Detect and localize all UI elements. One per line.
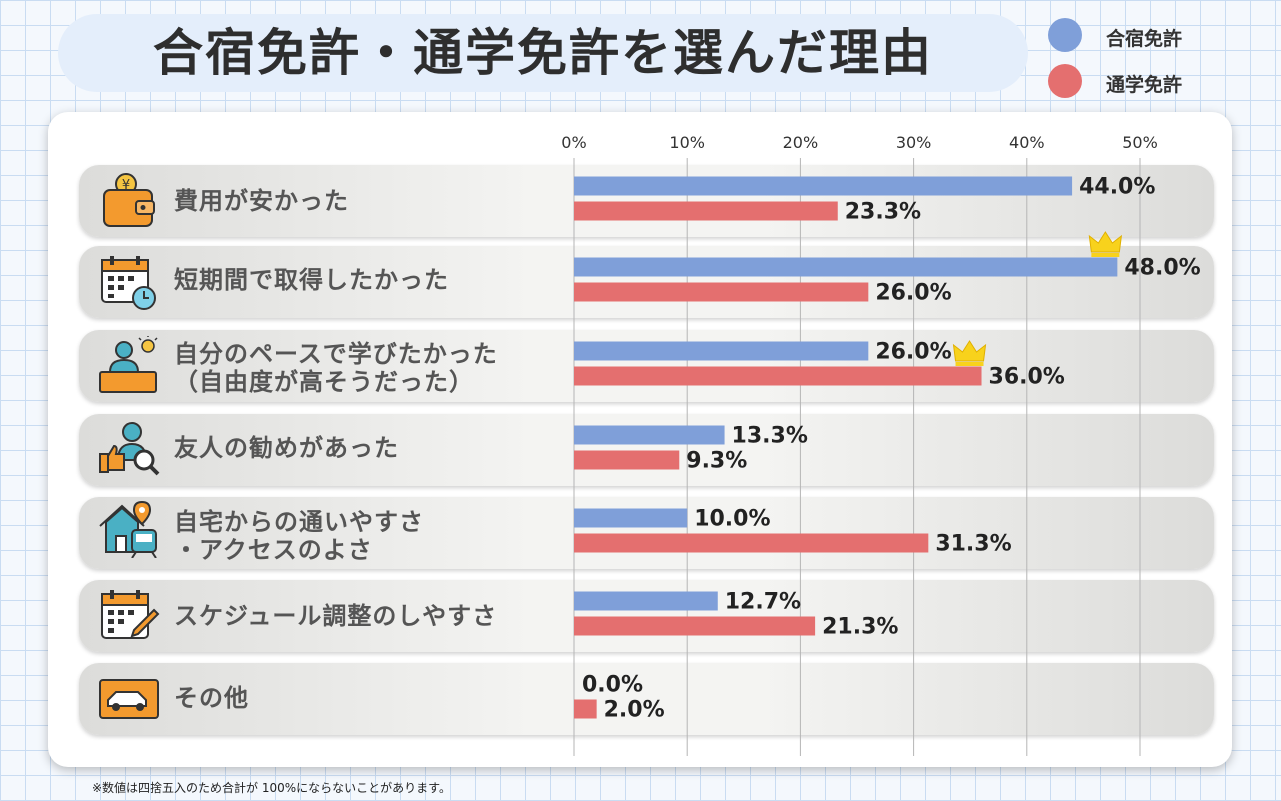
legend-swatch-tsugaku — [1048, 64, 1082, 98]
legend-label-tsugaku: 通学免許 — [1106, 74, 1183, 96]
category-label: 友人の勧めがあった — [174, 434, 399, 462]
data-label: 44.0% — [1079, 175, 1155, 200]
bar — [574, 508, 688, 528]
crown-icon — [1088, 231, 1123, 257]
category-label: 自宅からの通いやすさ ・アクセスのよさ — [174, 508, 424, 564]
x-tick-label: 40% — [1009, 133, 1045, 152]
bar — [574, 176, 1073, 196]
data-label: 21.3% — [822, 615, 898, 640]
person-desk-idea-icon — [99, 336, 158, 393]
calendar-clock-icon — [101, 256, 156, 310]
svg-text:¥: ¥ — [122, 178, 130, 193]
footnote: ※数値は四捨五入のため合計が 100%にならないことがあります。 — [92, 781, 451, 795]
data-label: 10.0% — [694, 507, 770, 532]
bar — [574, 616, 816, 636]
data-label: 26.0% — [875, 340, 951, 365]
bar — [574, 699, 597, 719]
data-label: 2.0% — [604, 698, 665, 723]
bar — [574, 282, 869, 302]
bar — [574, 341, 869, 361]
wallet-yen-icon: ¥ — [103, 173, 155, 227]
bar — [574, 425, 725, 445]
bar — [574, 591, 718, 611]
bar — [574, 201, 838, 221]
legend-label-gasshuku: 合宿免許 — [1106, 28, 1183, 50]
data-label: 12.7% — [725, 590, 801, 615]
data-label: 31.3% — [935, 532, 1011, 557]
chart-title: 合宿免許・通学免許を選んだ理由 — [153, 24, 933, 82]
data-label: 13.3% — [732, 424, 808, 449]
bar — [574, 533, 929, 553]
car-icon — [99, 679, 159, 719]
legend-swatch-gasshuku — [1048, 18, 1082, 52]
category-label: スケジュール調整のしやすさ — [174, 602, 498, 630]
category-label: 費用が安かった — [174, 187, 349, 215]
calendar-pencil-icon — [101, 590, 160, 639]
row-background — [79, 663, 1214, 735]
crown-icon — [952, 340, 987, 366]
bar — [574, 366, 982, 386]
data-label: 9.3% — [686, 449, 747, 474]
category-label: 短期間で取得したかった — [174, 266, 449, 294]
x-tick-label: 10% — [669, 133, 705, 152]
x-tick-label: 50% — [1122, 133, 1158, 152]
category-label: その他 — [174, 684, 249, 712]
x-tick-label: 20% — [783, 133, 819, 152]
data-label: 23.3% — [845, 200, 921, 225]
data-label: 36.0% — [989, 365, 1065, 390]
house-pin-train-icon — [99, 500, 157, 558]
person-thumbsup-search-icon — [99, 422, 160, 476]
bar — [574, 450, 680, 470]
category-label: 自分のペースで学びたかった （自由度が高そうだった） — [174, 340, 498, 396]
title-banner: 合宿免許・通学免許を選んだ理由 — [58, 14, 1028, 92]
x-tick-label: 0% — [561, 133, 586, 152]
data-label: 0.0% — [582, 673, 643, 698]
bar — [574, 257, 1118, 277]
x-tick-label: 30% — [896, 133, 932, 152]
data-label: 48.0% — [1124, 256, 1200, 281]
data-label: 26.0% — [875, 281, 951, 306]
